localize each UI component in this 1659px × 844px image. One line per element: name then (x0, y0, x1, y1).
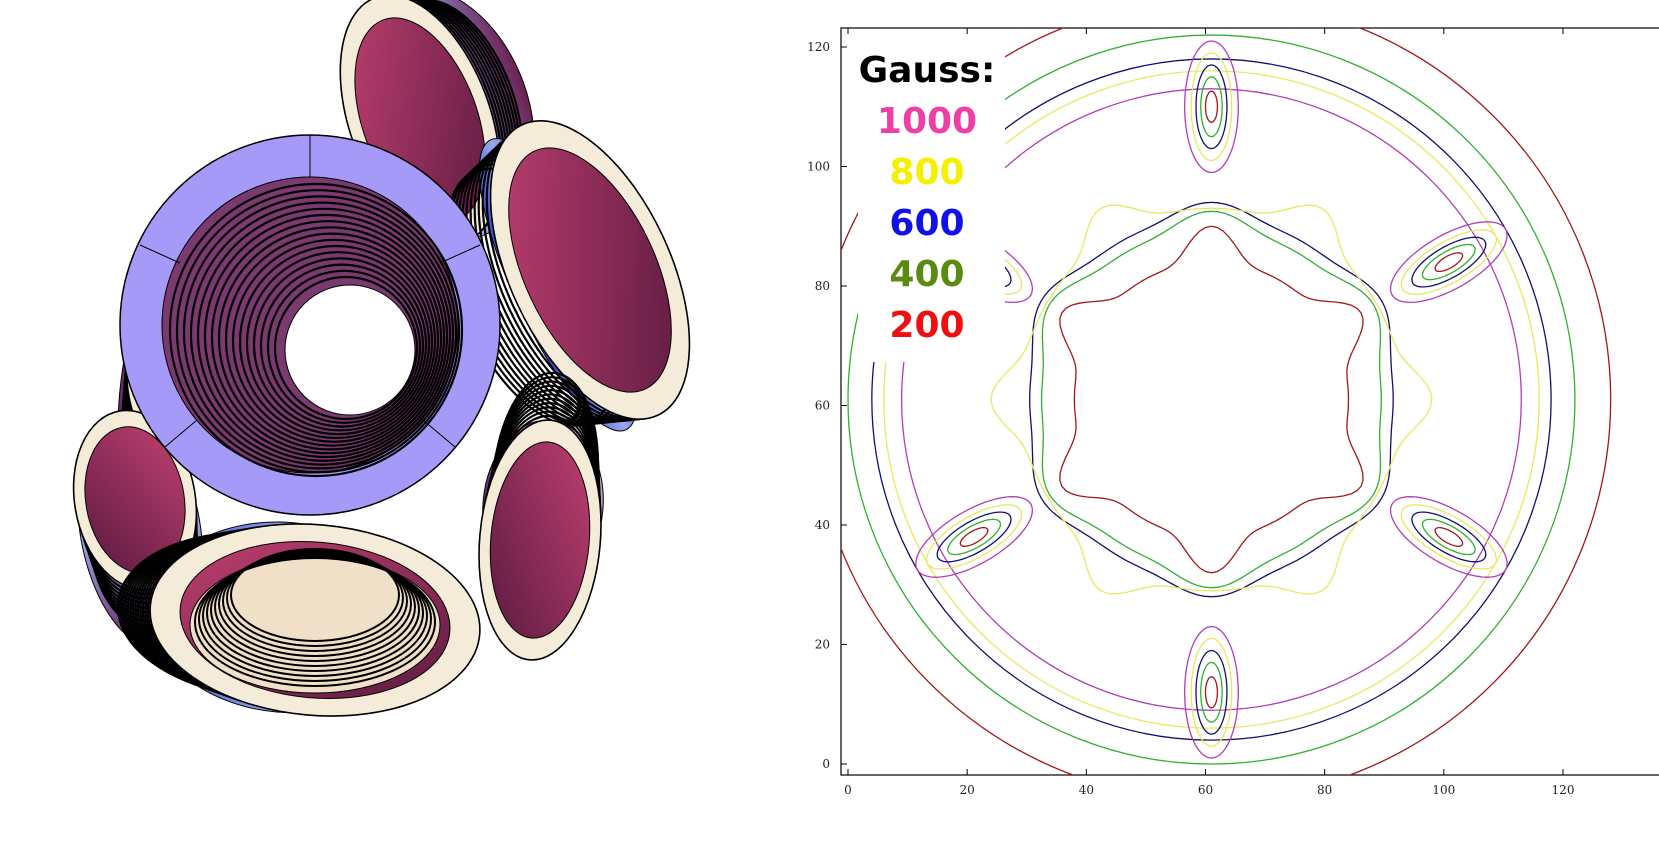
legend-entry: 400 (889, 254, 964, 295)
x-tick-label: 20 (960, 783, 975, 797)
y-tick-label: 120 (807, 40, 830, 54)
coil-rendering (60, 0, 730, 729)
y-tick-label: 100 (807, 160, 830, 174)
x-tick-label: 0 (844, 783, 852, 797)
ring-hole (285, 285, 415, 415)
y-tick-label: 60 (815, 399, 830, 413)
y-tick-label: 0 (822, 757, 830, 771)
x-tick-label: 100 (1432, 783, 1455, 797)
legend-entry: 1000 (877, 101, 977, 142)
legend-entry: 200 (889, 305, 964, 346)
x-tick-label: 80 (1317, 783, 1332, 797)
contour-plot: Gauss: 0 20 40 60 80 100 120 0 20 40 60 80 100 120 100… (807, 0, 1659, 800)
y-tick-label: 40 (815, 518, 830, 532)
x-tick-label: 40 (1079, 783, 1094, 797)
legend-entry: 800 (889, 152, 964, 193)
legend-title: Gauss: (859, 50, 996, 91)
legend-entry: 600 (889, 203, 964, 244)
y-tick-label: 20 (815, 638, 830, 652)
x-tick-label: 120 (1552, 783, 1575, 797)
x-tick-label: 60 (1198, 783, 1213, 797)
y-tick-label: 80 (815, 279, 830, 293)
page: {"chart_data": {"type": "contour", "lege… (0, 0, 1659, 844)
figure: Gauss: 0 20 40 60 80 100 120 0 20 40 60 80 100 120 100… (0, 0, 1659, 844)
